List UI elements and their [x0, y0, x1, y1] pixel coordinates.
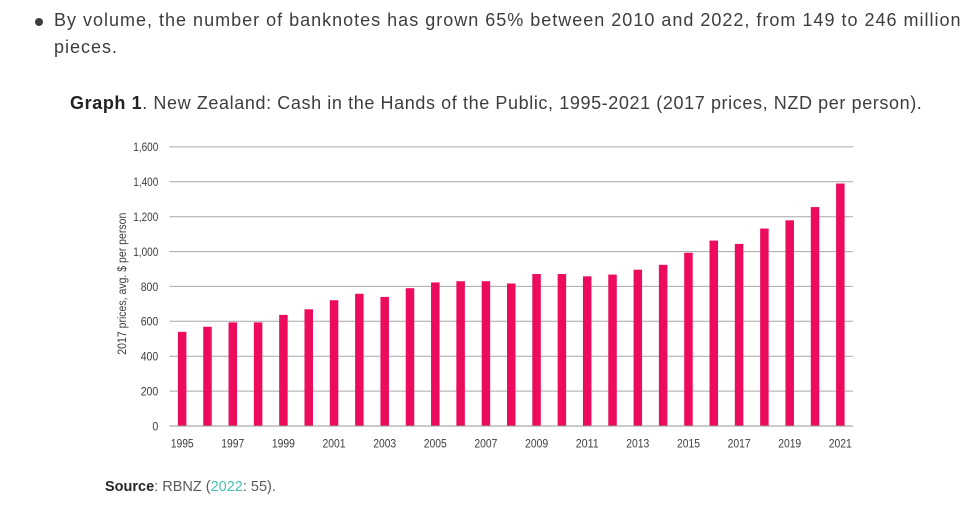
svg-text:1999: 1999	[272, 436, 295, 450]
svg-text:200: 200	[141, 385, 159, 399]
svg-text:2013: 2013	[626, 436, 649, 450]
svg-text:1997: 1997	[221, 436, 244, 450]
svg-text:0: 0	[152, 419, 158, 433]
svg-text:2003: 2003	[373, 436, 396, 450]
svg-text:2007: 2007	[474, 436, 497, 450]
svg-text:2015: 2015	[677, 436, 700, 450]
svg-text:2019: 2019	[778, 436, 801, 450]
svg-text:2017: 2017	[728, 436, 751, 450]
svg-text:1,200: 1,200	[133, 210, 158, 224]
svg-text:2021: 2021	[829, 436, 852, 450]
svg-text:1,400: 1,400	[133, 175, 158, 189]
svg-text:1,600: 1,600	[133, 140, 158, 154]
svg-text:2009: 2009	[525, 436, 548, 450]
svg-text:2005: 2005	[424, 436, 447, 450]
svg-text:800: 800	[141, 280, 159, 294]
svg-text:600: 600	[141, 315, 159, 329]
svg-text:2001: 2001	[323, 436, 346, 450]
svg-text:400: 400	[141, 350, 159, 364]
svg-text:1,000: 1,000	[133, 245, 158, 259]
svg-text:2011: 2011	[576, 436, 599, 450]
svg-text:2017 prices, avg. $ per person: 2017 prices, avg. $ per person	[117, 213, 129, 355]
svg-text:1995: 1995	[171, 436, 194, 450]
